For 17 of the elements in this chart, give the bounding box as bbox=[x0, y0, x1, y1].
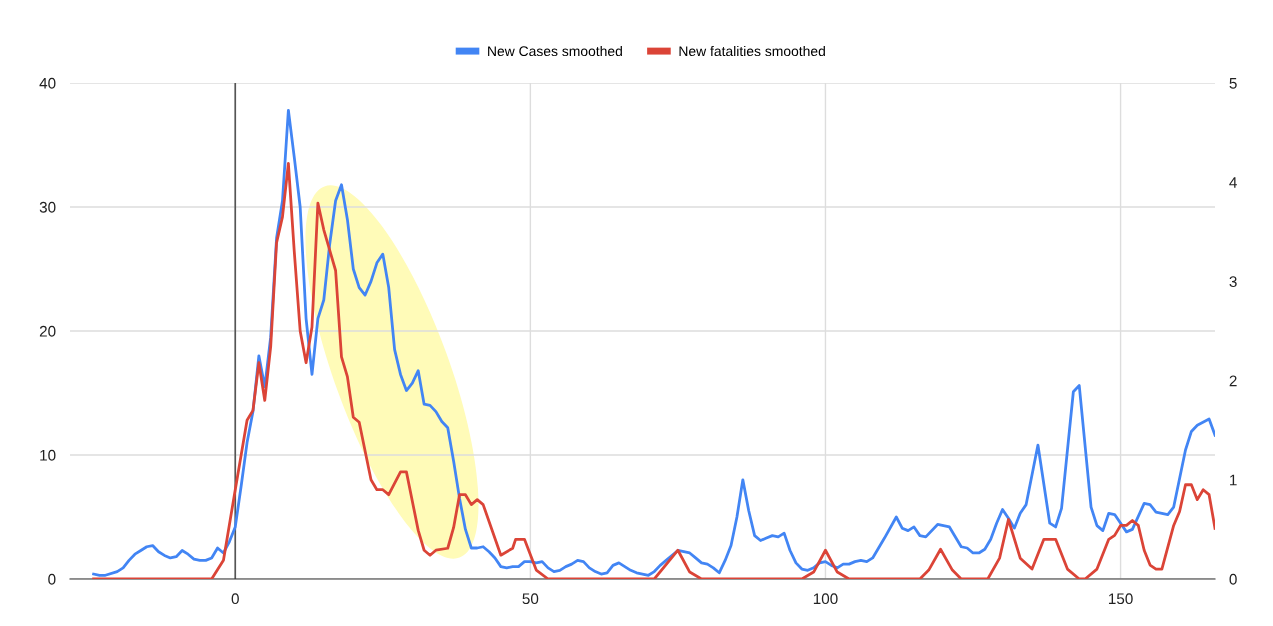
y-tick-label: 40 bbox=[39, 77, 56, 89]
y-tick-label: 10 bbox=[40, 449, 56, 461]
y2-tick-label: 5 bbox=[1229, 78, 1237, 89]
y-tick-label: 30 bbox=[39, 201, 56, 213]
y2-tick-label: 2 bbox=[1229, 375, 1237, 387]
y2-tick-label: 1 bbox=[1230, 474, 1237, 486]
x-tick-label: 50 bbox=[522, 593, 539, 605]
x-tick-label: 0 bbox=[231, 593, 239, 605]
y2-tick-label: 3 bbox=[1229, 276, 1237, 288]
x-tick-label: 100 bbox=[813, 593, 838, 605]
y-tick-label: 0 bbox=[48, 573, 56, 585]
legend-label: New Cases smoothed bbox=[488, 45, 622, 57]
y2-tick-label: 4 bbox=[1229, 177, 1237, 188]
y2-tick-label: 0 bbox=[1229, 573, 1237, 585]
legend-label: New fatalities smoothed bbox=[679, 45, 825, 57]
y-tick-label: 20 bbox=[39, 325, 56, 337]
x-tick-label: 150 bbox=[1108, 593, 1133, 605]
